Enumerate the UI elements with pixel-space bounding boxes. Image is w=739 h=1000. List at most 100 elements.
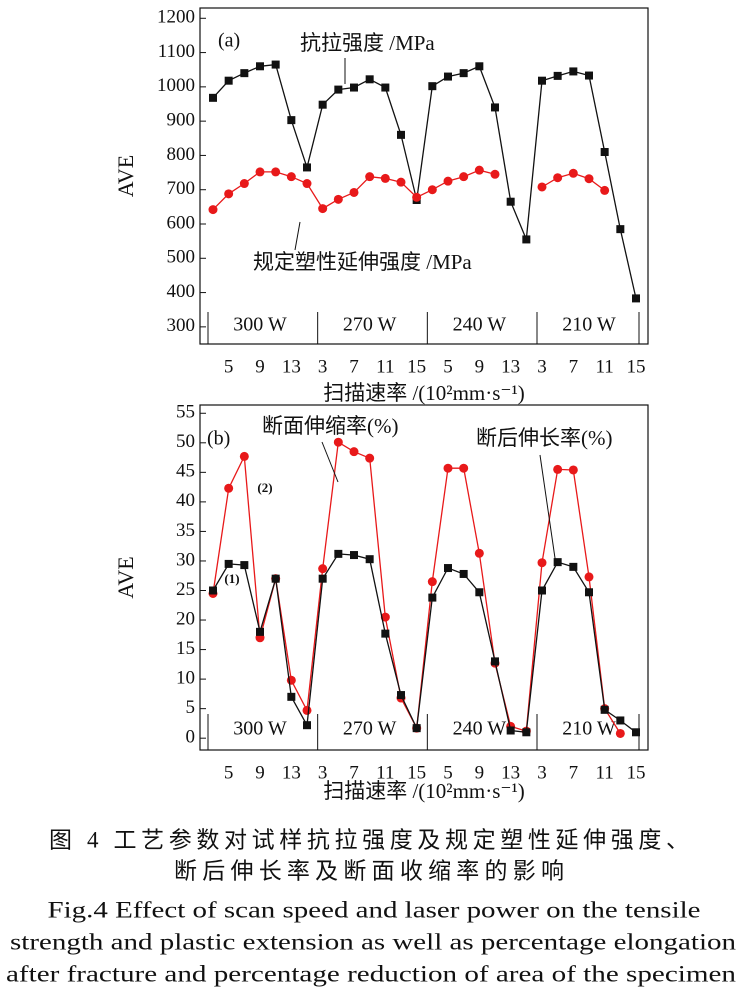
point bbox=[568, 168, 578, 178]
point bbox=[256, 627, 264, 636]
label-leader bbox=[294, 221, 301, 251]
point bbox=[318, 564, 328, 574]
point bbox=[616, 225, 625, 234]
point bbox=[459, 569, 468, 578]
label-leader bbox=[539, 454, 557, 566]
point bbox=[615, 728, 625, 738]
x-tick-label: 11 bbox=[376, 762, 394, 783]
x-tick-label: 15 bbox=[627, 762, 646, 783]
point bbox=[240, 69, 249, 78]
y-tick-label: 35 bbox=[176, 520, 195, 541]
plot-frame bbox=[199, 7, 649, 345]
point bbox=[459, 69, 468, 78]
x-tick-label: 3 bbox=[318, 356, 328, 377]
point bbox=[209, 93, 217, 102]
series-line bbox=[212, 63, 637, 299]
point bbox=[333, 437, 343, 447]
point bbox=[537, 182, 547, 192]
point bbox=[349, 447, 359, 457]
x-tick-label: 7 bbox=[349, 762, 359, 783]
series-label: 抗拉强度 /MPa bbox=[300, 31, 435, 55]
point bbox=[459, 463, 469, 473]
point bbox=[585, 71, 593, 80]
point bbox=[239, 451, 249, 461]
y-tick-label: 55 bbox=[176, 402, 195, 423]
group-label: 210 W bbox=[562, 314, 616, 336]
point bbox=[475, 62, 484, 71]
x-tick-label: 9 bbox=[255, 356, 265, 377]
point bbox=[600, 148, 609, 156]
point bbox=[443, 463, 453, 473]
point bbox=[475, 588, 484, 597]
y-tick-label: 300 bbox=[167, 315, 196, 336]
point bbox=[553, 71, 562, 80]
group-label: 270 W bbox=[343, 314, 397, 336]
point bbox=[428, 82, 437, 91]
point bbox=[632, 728, 640, 737]
x-tick-label: 13 bbox=[282, 762, 301, 783]
point bbox=[224, 189, 234, 199]
y-tick-label: 1200 bbox=[157, 7, 195, 28]
x-tick-label: 5 bbox=[224, 356, 234, 377]
point bbox=[444, 564, 452, 573]
point bbox=[224, 559, 233, 568]
y-tick-label: 0 bbox=[186, 727, 196, 748]
point bbox=[569, 562, 578, 571]
x-axis-label: 扫描速率 /(10²mm·s⁻¹) bbox=[323, 381, 525, 405]
y-tick-label: 1100 bbox=[158, 41, 195, 62]
x-tick-label: 13 bbox=[501, 356, 520, 377]
point bbox=[287, 116, 296, 125]
point bbox=[318, 204, 328, 214]
y-tick-label: 800 bbox=[167, 144, 196, 165]
point bbox=[522, 728, 531, 737]
series-label: 规定塑性延伸强度 /MPa bbox=[253, 250, 472, 274]
x-tick-label: 11 bbox=[596, 762, 614, 783]
y-axis-label: AVE bbox=[113, 556, 138, 598]
y-axis-label: AVE bbox=[113, 155, 138, 197]
point bbox=[412, 192, 422, 202]
point bbox=[224, 76, 233, 85]
point bbox=[538, 586, 546, 595]
point bbox=[427, 577, 437, 587]
point bbox=[584, 572, 594, 582]
y-tick-label: 1000 bbox=[157, 75, 195, 96]
point bbox=[239, 179, 249, 189]
y-tick-label: 15 bbox=[176, 638, 195, 659]
y-tick-label: 50 bbox=[176, 431, 195, 452]
point bbox=[318, 100, 327, 109]
point bbox=[491, 103, 499, 112]
x-tick-label: 9 bbox=[255, 762, 265, 783]
y-tick-label: 600 bbox=[167, 212, 196, 233]
x-tick-label: 3 bbox=[537, 356, 547, 377]
point bbox=[271, 60, 280, 69]
series-label: 断后伸长率(%) bbox=[476, 426, 612, 450]
point bbox=[553, 173, 563, 183]
group-label: 240 W bbox=[453, 314, 507, 336]
point bbox=[428, 593, 437, 602]
y-tick-label: 900 bbox=[167, 110, 196, 131]
point bbox=[208, 205, 218, 215]
panel-label: (a) bbox=[218, 30, 240, 52]
x-tick-label: 5 bbox=[443, 762, 453, 783]
point bbox=[491, 657, 499, 666]
x-tick-label: 9 bbox=[475, 356, 485, 377]
x-tick-label: 15 bbox=[407, 762, 426, 783]
point bbox=[585, 588, 593, 597]
series-line bbox=[212, 441, 621, 734]
point bbox=[396, 177, 406, 187]
group-label: 210 W bbox=[562, 718, 616, 740]
point bbox=[427, 185, 437, 195]
point bbox=[522, 235, 531, 244]
point bbox=[553, 558, 562, 567]
y-tick-label: 5 bbox=[186, 697, 196, 718]
plot-frame bbox=[199, 404, 649, 751]
group-label: 270 W bbox=[343, 718, 397, 740]
point bbox=[616, 716, 625, 725]
x-tick-label: 7 bbox=[569, 356, 579, 377]
x-tick-label: 3 bbox=[537, 762, 547, 783]
point bbox=[302, 705, 312, 715]
point bbox=[303, 721, 311, 730]
y-tick-label: 25 bbox=[176, 579, 195, 600]
point bbox=[302, 179, 312, 189]
point bbox=[224, 483, 234, 493]
